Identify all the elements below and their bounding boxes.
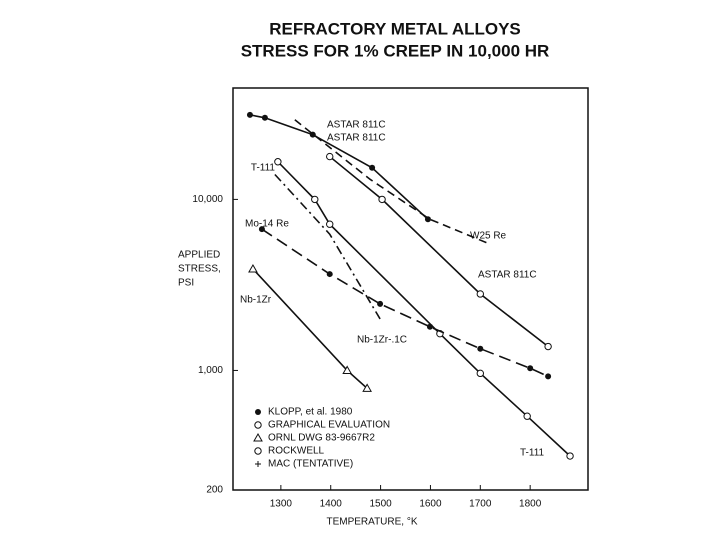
data-point [258,226,265,233]
legend-marker [254,447,262,455]
x-tick-label: 1800 [519,499,542,510]
data-point [545,373,552,380]
data-point [309,131,316,138]
legend-label: MAC (TENTATIVE) [268,459,353,470]
data-point [476,369,485,378]
data-point [544,342,552,351]
chart-title: STRESS FOR 1% CREEP IN 10,000 HR [241,41,550,60]
data-point [424,216,431,223]
annotation: ASTAR 811C [327,133,386,144]
series-label: ASTAR 811C [478,270,537,281]
data-point [378,195,386,204]
y-axis-label: STRESS, [178,264,221,275]
data-point [326,152,334,161]
series-line [261,228,549,378]
data-point [311,195,319,204]
y-tick-label: 200 [206,485,223,496]
series-line [294,119,491,245]
legend-label: KLOPP, et al. 1980 [268,407,353,418]
legend-label: GRAPHICAL EVALUATION [268,420,390,431]
plot-frame [232,87,589,491]
legend-label: ROCKWELL [268,446,325,457]
series-label: Nb-1Zr [240,295,272,306]
data-point [369,164,376,171]
x-tick-label: 1700 [469,499,492,510]
x-tick-label: 1400 [320,499,343,510]
data-point [377,300,384,307]
x-tick-label: 1300 [270,499,293,510]
data-point [527,365,534,372]
series-line [274,173,381,320]
data-point [248,263,258,273]
legend-marker [255,461,261,467]
legend-marker [255,409,261,415]
data-point [477,345,484,352]
data-point [261,114,268,121]
legend-marker [253,432,263,442]
data-point [426,323,433,330]
x-tick-label: 1600 [419,499,442,510]
x-axis-label: TEMPERATURE, °K [326,517,417,528]
y-tick-label: 10,000 [192,194,223,205]
y-tick-label: 1,000 [198,365,223,376]
series-line [329,155,549,348]
data-point [342,365,353,374]
x-tick-label: 1500 [369,499,392,510]
legend-marker [254,421,262,429]
annotation: T-111 [520,448,545,459]
series-label: T-111 [251,163,276,174]
data-point [326,220,334,228]
data-point [326,271,333,278]
data-point [523,412,531,420]
series-label: ASTAR 811C [327,120,386,131]
series-label: W25 Re [470,231,507,242]
legend-label: ORNL DWG 83-9667R2 [268,433,375,444]
series-label: Nb-1Zr-.1C [357,335,407,346]
chart-title: REFRACTORY METAL ALLOYS [269,19,521,38]
series-label: Mo-14 Re [245,219,289,230]
data-point [246,111,253,118]
y-axis-label: PSI [178,278,194,289]
data-point [274,158,282,166]
data-point [476,290,485,298]
data-point [566,452,574,460]
data-point [362,383,372,392]
y-axis-label: APPLIED [178,250,220,261]
